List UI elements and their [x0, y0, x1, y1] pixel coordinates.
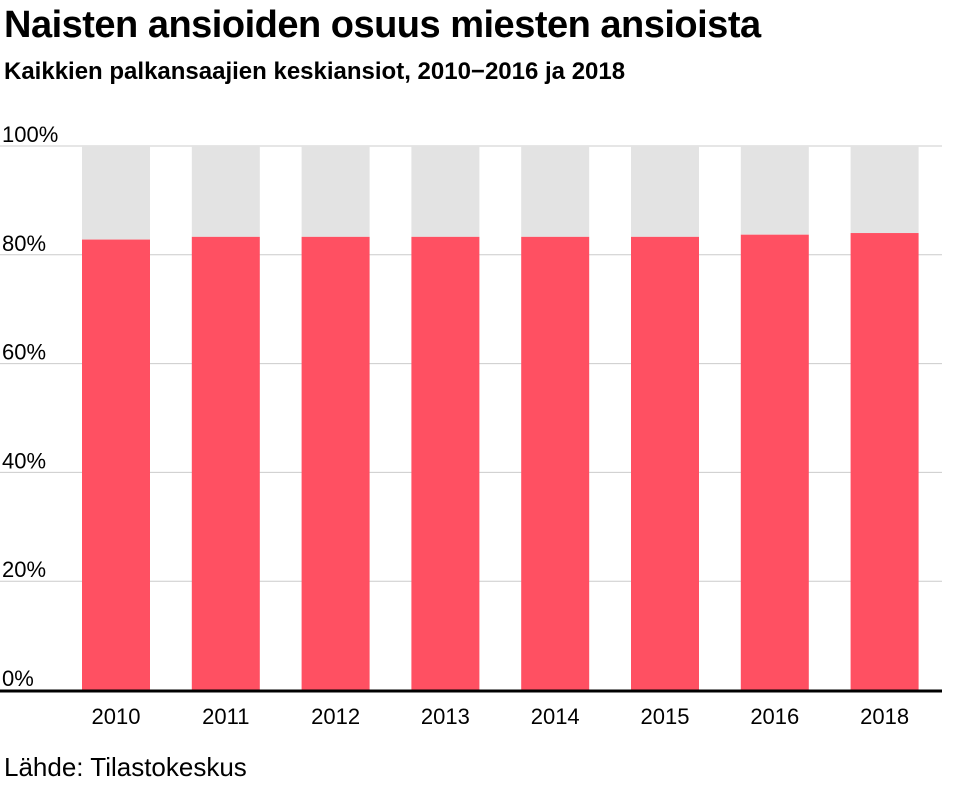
- source-note: Lähde: Tilastokeskus: [4, 752, 247, 782]
- x-tick-label: 2014: [531, 704, 580, 729]
- bar-remainder: [631, 146, 699, 237]
- x-axis-ticks: 2010 2011 2012 2013 2014 2015 2016 2018: [92, 704, 910, 729]
- x-tick-label: 2010: [92, 704, 141, 729]
- y-tick-label: 0%: [2, 666, 34, 691]
- bar-remainder: [411, 146, 480, 237]
- y-tick-label: 60%: [2, 340, 46, 365]
- x-tick-label: 2011: [202, 704, 249, 729]
- bar: [191, 236, 260, 690]
- x-tick-label: 2015: [641, 704, 690, 729]
- bar-remainder: [740, 146, 809, 235]
- bar: [740, 234, 809, 690]
- bars: [82, 146, 919, 691]
- bar-remainder: [191, 146, 260, 237]
- x-tick-label: 2013: [421, 704, 470, 729]
- y-tick-label: 80%: [2, 231, 46, 256]
- bar-remainder: [301, 146, 370, 237]
- y-tick-label: 100%: [2, 122, 58, 147]
- x-tick-label: 2012: [311, 704, 360, 729]
- bar-remainder: [82, 146, 150, 240]
- bar-remainder: [521, 146, 590, 237]
- chart-subtitle: Kaikkien palkansaajien keskiansiot, 2010…: [4, 58, 626, 85]
- bar: [411, 236, 480, 690]
- y-tick-label: 40%: [2, 448, 46, 473]
- bar: [521, 236, 590, 690]
- bar: [82, 239, 150, 690]
- x-tick-label: 2016: [750, 704, 799, 729]
- bar: [301, 236, 370, 690]
- bar: [850, 233, 919, 691]
- x-tick-label: 2018: [860, 704, 909, 729]
- chart-title: Naisten ansioiden osuus miesten ansioist…: [4, 4, 761, 46]
- bar-chart: 0%20%40%60%80%100% 2010 2011 2012 2013 2014 2…: [0, 122, 942, 729]
- y-tick-label: 20%: [2, 557, 46, 582]
- bar: [631, 236, 699, 690]
- y-axis-ticks: 0% 20% 40% 60% 80% 100%: [2, 122, 58, 691]
- bar-remainder: [850, 146, 919, 234]
